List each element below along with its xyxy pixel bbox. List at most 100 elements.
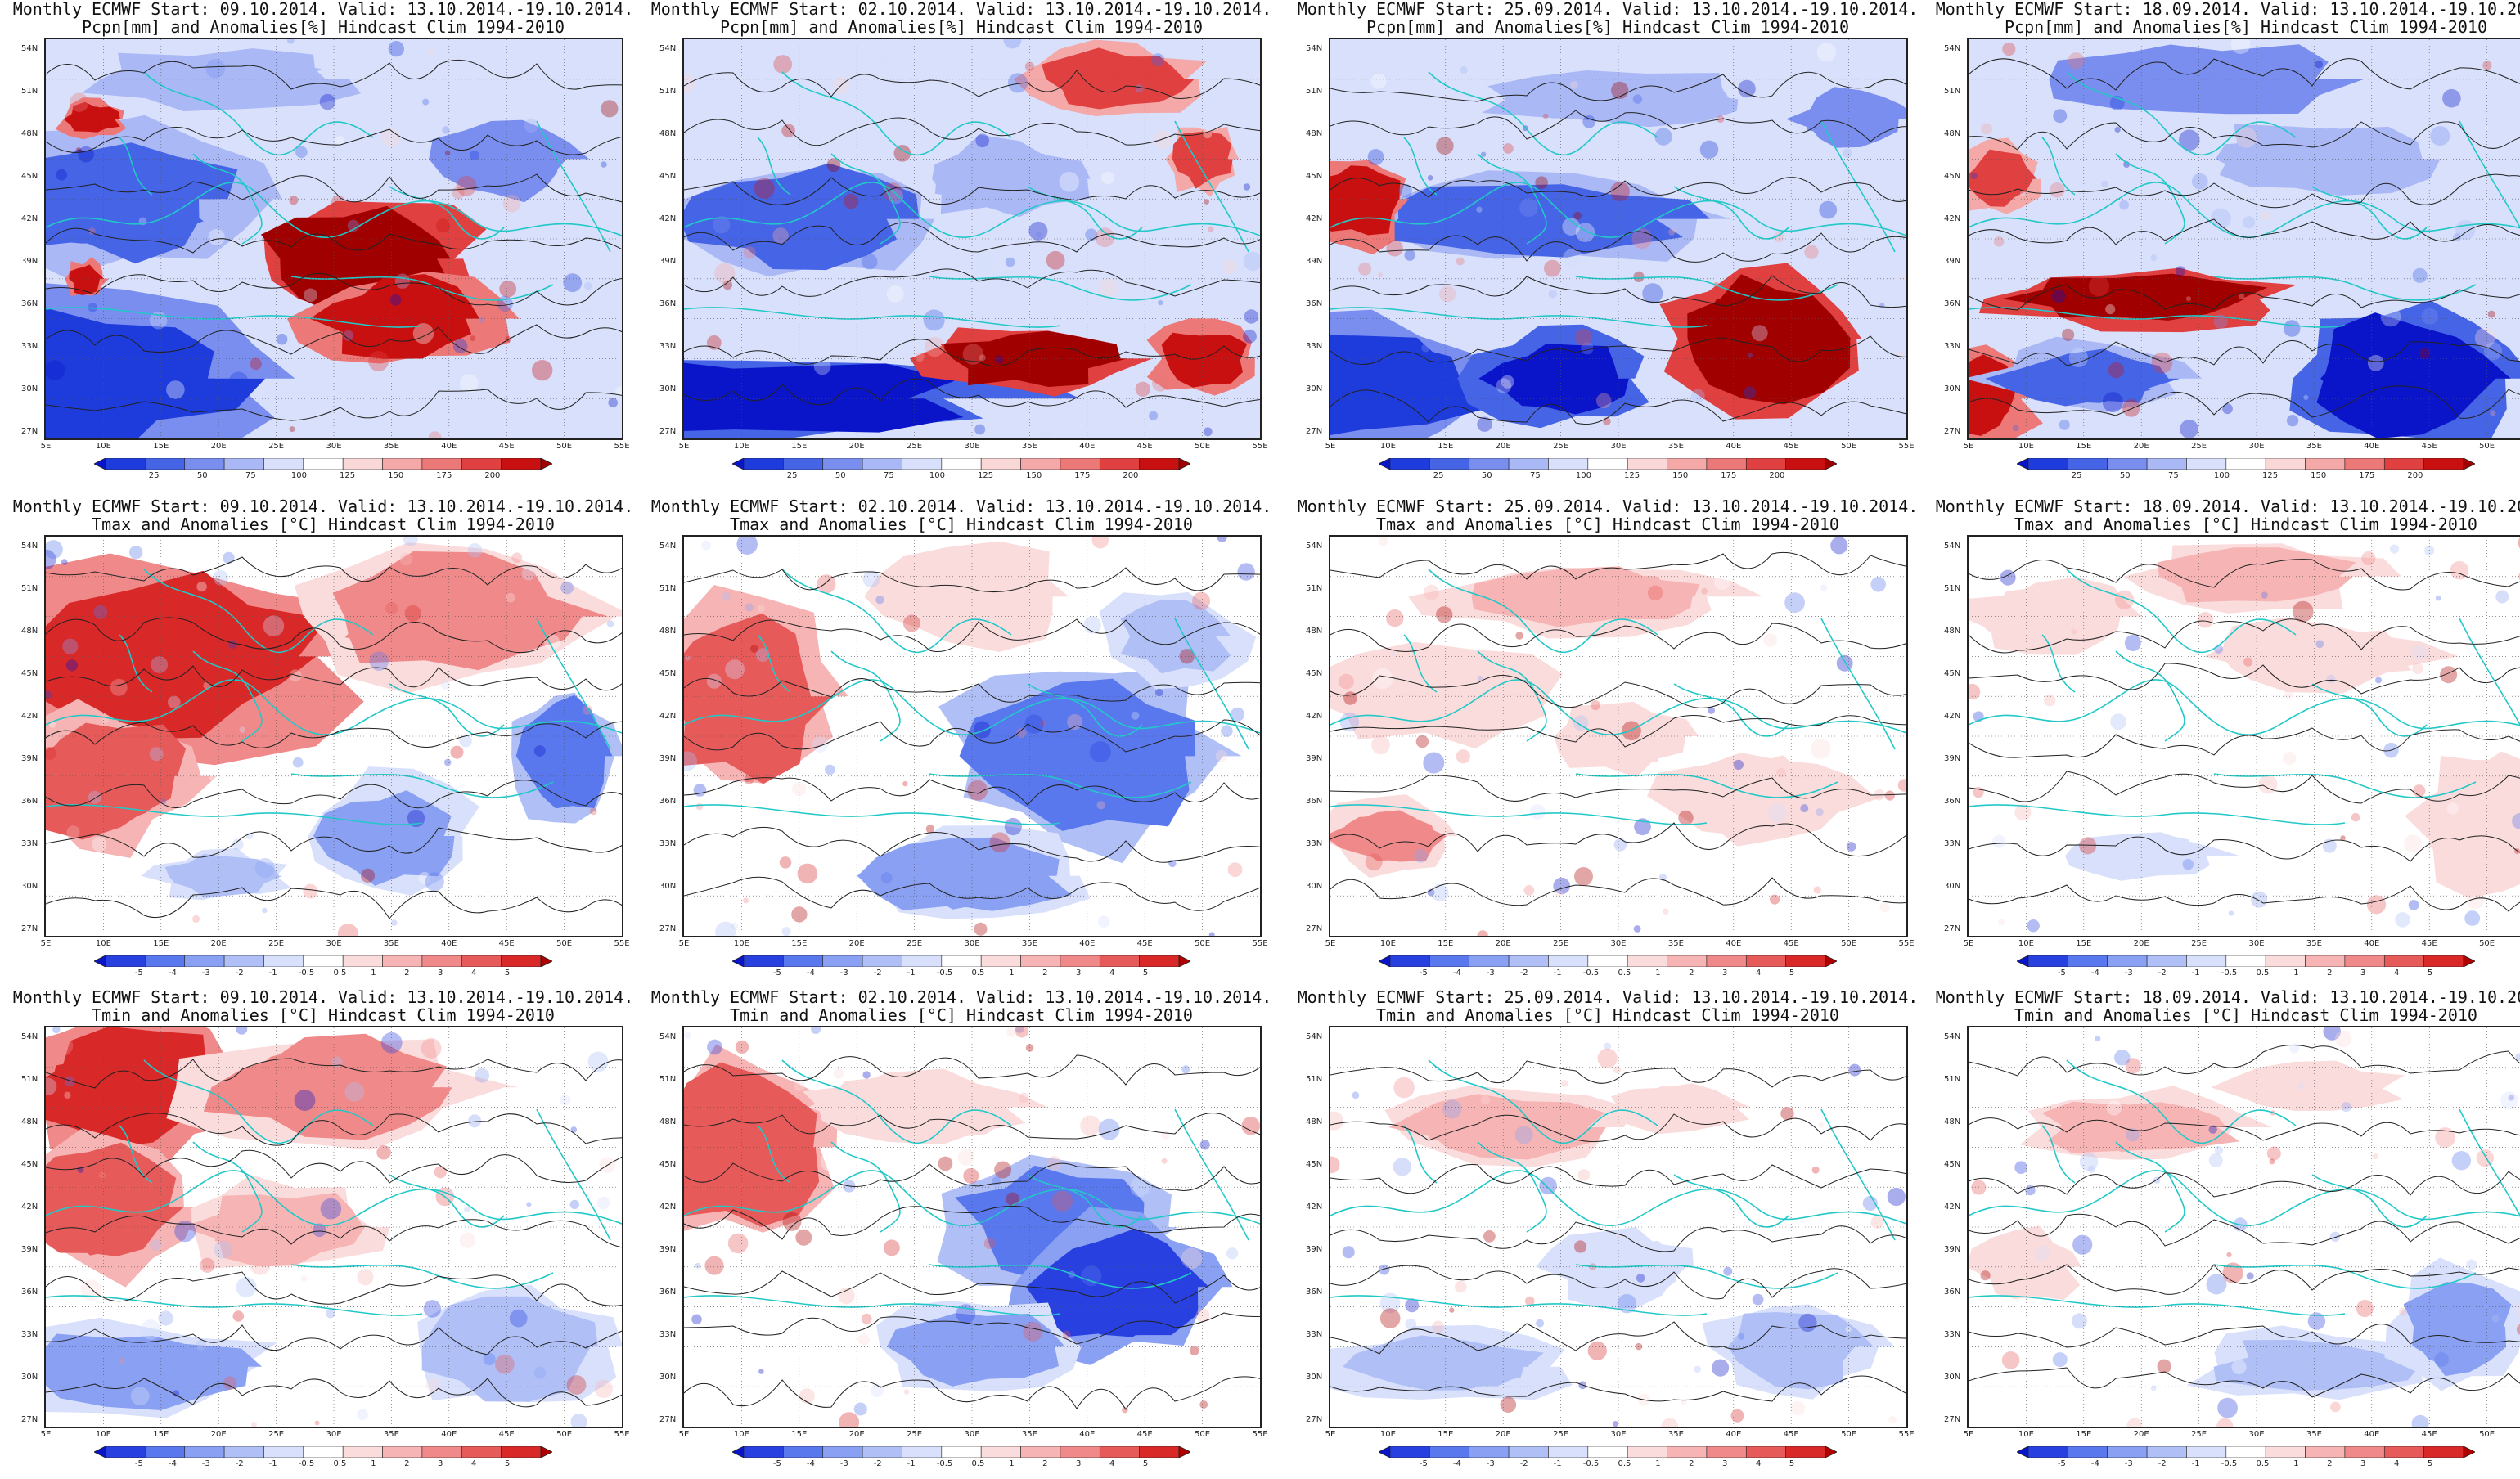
anomaly-speckle	[78, 146, 94, 163]
colorbar-swatch	[2424, 1446, 2464, 1458]
anomaly-speckle	[974, 923, 988, 936]
colorbar-tick-label: 2	[1689, 969, 1694, 978]
anomaly-speckle	[495, 1355, 515, 1374]
colorbar-tick-label: 125	[340, 471, 355, 480]
colorbar-swatch	[2147, 458, 2186, 470]
longitude-label: 5E	[679, 442, 690, 451]
anomaly-speckle	[1613, 1421, 1618, 1427]
latitude-label: 30N	[21, 1373, 38, 1382]
map-frame	[1967, 1026, 2520, 1428]
latitude-label: 30N	[1944, 384, 1960, 393]
anomaly-speckle	[756, 648, 770, 662]
anomaly-speckle	[1151, 53, 1164, 66]
anomaly-speckle	[1536, 1319, 1544, 1328]
anomaly-speckle	[405, 605, 421, 622]
colorbar-swatch	[185, 1446, 224, 1458]
longitude-label: 50E	[1841, 1430, 1856, 1439]
latitude-label: 30N	[21, 882, 38, 891]
anomaly-speckle	[2247, 1272, 2254, 1279]
anomaly-speckle	[684, 1032, 691, 1039]
longitude-label: 45E	[1784, 1430, 1799, 1439]
anomaly-speckle	[1668, 228, 1676, 236]
anomaly-speckle	[1703, 1383, 1709, 1389]
colorbar-tick-label: -3	[1487, 1459, 1495, 1468]
latitude-label: 45N	[1306, 1160, 1322, 1169]
colorbar-swatch	[2384, 1446, 2423, 1458]
colorbar	[1379, 955, 1837, 967]
colorbar-tick-label: 75	[2168, 471, 2179, 480]
anomaly-field-map	[684, 537, 1260, 936]
anomaly-speckle	[205, 59, 225, 79]
anomaly-speckle	[2495, 591, 2509, 604]
anomaly-speckle	[1473, 1245, 1491, 1263]
latitude-label: 33N	[21, 1330, 38, 1339]
latitude-label: 45N	[21, 1160, 38, 1169]
colorbar-swatch	[502, 458, 541, 470]
anomaly-speckle	[2315, 640, 2324, 648]
colorbar-tick-label: -1	[2192, 969, 2200, 978]
colorbar-tick-label: 75	[245, 471, 256, 480]
colorbar-swatch	[1021, 1446, 1060, 1458]
colorbar-tick-label: 0.5	[972, 1459, 985, 1468]
colorbar-over-arrow	[541, 955, 552, 967]
colorbar-swatch	[224, 955, 263, 967]
anomaly-speckle	[884, 1239, 900, 1256]
anomaly-speckle	[497, 296, 513, 312]
longitude-label: 25E	[907, 442, 922, 451]
colorbar-swatch	[145, 955, 184, 967]
anomaly-speckle	[2464, 910, 2480, 926]
colorbar-tick-label: 0.5	[334, 1459, 347, 1468]
longitude-label: 25E	[2191, 1430, 2207, 1439]
anomaly-speckle	[560, 582, 574, 595]
longitude-label: 35E	[1022, 1430, 1037, 1439]
colorbar-swatch	[1548, 458, 1587, 470]
longitude-label: 50E	[1841, 442, 1856, 451]
longitude-label: 10E	[2018, 442, 2034, 451]
anomaly-speckle	[1550, 110, 1559, 119]
longitude-label: 45E	[2422, 1430, 2437, 1439]
colorbar-swatch	[823, 955, 862, 967]
colorbar-swatch	[1021, 955, 1060, 967]
latitude-label: 33N	[1944, 1330, 1960, 1339]
anomaly-speckle	[1816, 808, 1823, 816]
colorbar-tick-label: -3	[840, 1459, 848, 1468]
latitude-label: 51N	[659, 584, 676, 593]
anomaly-speckle	[1439, 285, 1456, 302]
anomaly-speckle	[2467, 617, 2487, 637]
anomaly-speckle	[1223, 260, 1237, 274]
colorbar-swatch	[783, 955, 822, 967]
colorbar-swatch	[2108, 955, 2147, 967]
anomaly-speckle	[798, 864, 818, 884]
longitude-label: 40E	[441, 1430, 457, 1439]
anomaly-speckle	[1767, 804, 1787, 824]
anomaly-field-map	[1330, 39, 1906, 438]
colorbar-tick-label: -4	[1453, 969, 1461, 978]
colorbar-swatch	[2028, 955, 2068, 967]
longitude-label: 15E	[2076, 939, 2091, 948]
longitude-label: 25E	[1553, 939, 1568, 948]
anomaly-speckle	[854, 1403, 867, 1416]
colorbar-swatch	[1667, 1446, 1707, 1458]
anomaly-speckle	[1701, 588, 1708, 595]
anomaly-speckle	[601, 100, 618, 117]
colorbar-swatch	[1588, 1446, 1627, 1458]
colorbar-tick-label: -2	[236, 1459, 244, 1468]
anomaly-speckle	[2409, 900, 2419, 910]
latitude-label: 30N	[1306, 1373, 1322, 1382]
anomaly-speckle	[1152, 375, 1169, 392]
anomaly-speckle	[2207, 1274, 2227, 1294]
anomaly-speckle	[1800, 804, 1808, 812]
longitude-label: 15E	[1438, 939, 1453, 948]
colorbar-swatch	[145, 1446, 184, 1458]
colorbar-tick-label: 150	[1672, 471, 1688, 480]
latitude-label: 27N	[21, 1415, 38, 1424]
anomaly-speckle	[1455, 1281, 1467, 1293]
latitude-label: 27N	[659, 427, 676, 436]
anomaly-speckle	[1090, 741, 1111, 762]
colorbar-swatch	[106, 1446, 145, 1458]
anomaly-speckle	[984, 1238, 996, 1249]
colorbar-tick-label: 125	[978, 471, 993, 480]
colorbar-tick-label: -3	[202, 969, 210, 978]
anomaly-speckle	[2072, 1313, 2087, 1328]
anomaly-speckle	[2284, 320, 2301, 337]
